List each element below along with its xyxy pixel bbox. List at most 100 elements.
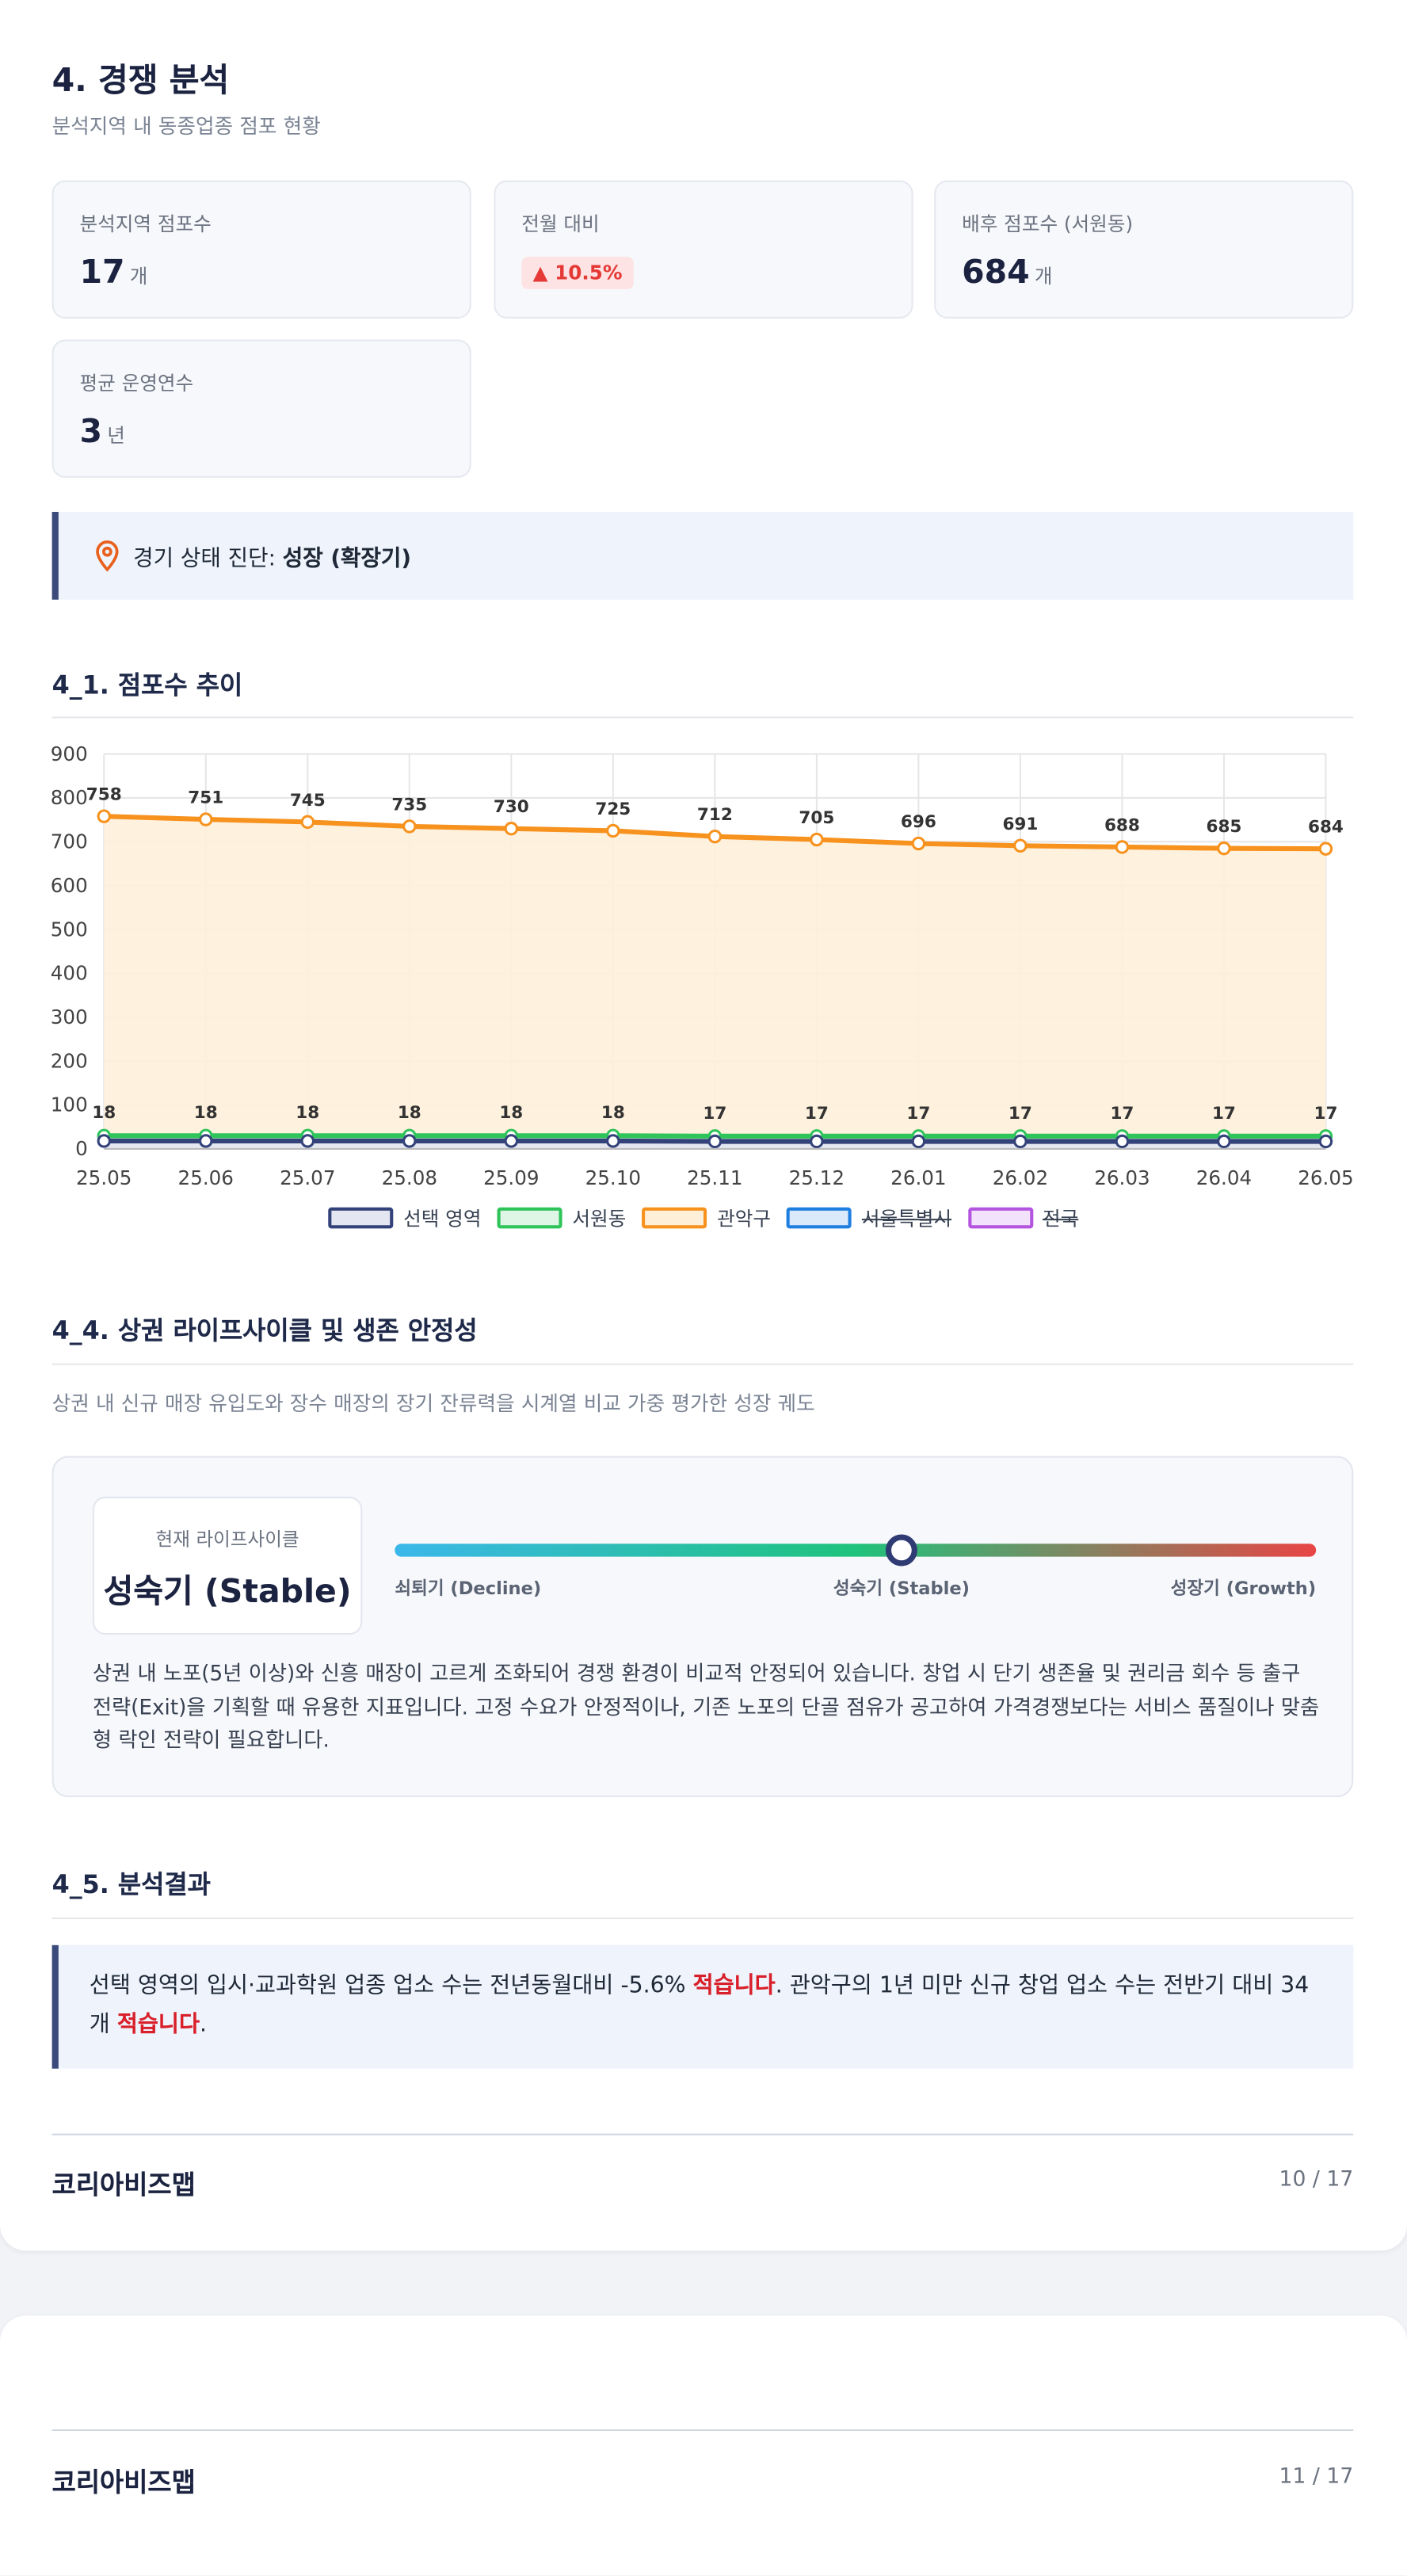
- data-label: 696: [901, 812, 936, 832]
- lifecycle-card: 현재 라이프사이클 성숙기 (Stable): [92, 1496, 363, 1635]
- data-label: 745: [290, 791, 326, 811]
- section-title: 4_5. 분석결과: [51, 1870, 211, 1900]
- data-label: 730: [494, 797, 529, 817]
- footer-rule: [51, 2429, 1354, 2431]
- up-icon: ▲: [532, 261, 555, 284]
- data-label: 17: [1009, 1104, 1032, 1124]
- pin-icon: [96, 540, 119, 572]
- data-label: 18: [398, 1103, 421, 1123]
- point: [402, 819, 417, 834]
- stat-unit: 개: [129, 265, 148, 288]
- data-label: 17: [906, 1104, 930, 1124]
- data-label: 685: [1206, 817, 1241, 837]
- point: [1217, 1134, 1231, 1149]
- result-box: 선택 영역의 입시·교과학원 업종 업소 수는 전년동월대비 -5.6% 적습니…: [51, 1944, 1354, 2069]
- page-number: 11 / 17: [1279, 2465, 1354, 2490]
- stat-value-box: 17 개: [79, 252, 147, 291]
- lifecycle-slider: 쇠퇴기 (Decline) 성숙기 (Stable) 성장기 (Growth): [395, 1534, 1317, 1599]
- legend-label: 서원동: [572, 1207, 627, 1231]
- stat-unit: 개: [1034, 265, 1053, 288]
- stat-label: 평균 운영연수: [79, 372, 194, 395]
- result-emphasis: 적습니다: [116, 2011, 200, 2038]
- result-text: .: [199, 2011, 207, 2038]
- x-tick-label: 25.10: [585, 1166, 641, 1189]
- slider-label: 쇠퇴기 (Decline): [395, 1578, 541, 1599]
- data-label: 17: [1314, 1104, 1337, 1124]
- lifecycle-label: 현재 라이프사이클: [155, 1527, 299, 1551]
- x-tick-label: 25.11: [687, 1166, 742, 1189]
- section-rule: [51, 716, 1354, 719]
- section-description: 상권 내 신규 매장 유입도와 장수 매장의 장기 잔류력을 시계열 비교 가중…: [51, 1391, 815, 1416]
- y-tick-label: 100: [51, 1093, 88, 1116]
- slider-marker: [885, 1534, 917, 1567]
- stat-value: 3: [79, 410, 103, 451]
- data-label: 725: [595, 800, 631, 819]
- page-number: 10 / 17: [1279, 2167, 1354, 2192]
- point: [1115, 840, 1130, 854]
- point: [97, 1134, 111, 1148]
- footer-brand: 코리아비즈맵: [51, 2169, 196, 2200]
- result-emphasis: 적습니다: [692, 1972, 776, 1999]
- point: [504, 1134, 519, 1148]
- data-label: 691: [1002, 815, 1038, 834]
- diagnosis-box: 경기 상태 진단: 성장 (확장기): [51, 512, 1354, 600]
- change-badge: ▲ 10.5%: [521, 257, 634, 290]
- point: [199, 1134, 213, 1148]
- point: [199, 812, 213, 826]
- result-text: 선택 영역의 입시·교과학원 업종 업소 수는 전년동월대비 -5.6%: [89, 1972, 693, 1999]
- point: [606, 823, 620, 838]
- slider-label: 성장기 (Growth): [1171, 1578, 1316, 1599]
- legend-label: 선택 영역: [403, 1207, 482, 1231]
- point: [1115, 1134, 1130, 1149]
- section-rule: [51, 1917, 1354, 1919]
- result-text: . 관악구의 1년 미만 신규 창업 업소 수는 전반기 대비 34개: [89, 1972, 1310, 2038]
- y-tick-label: 400: [51, 962, 88, 985]
- data-label: 18: [194, 1103, 218, 1123]
- y-tick-label: 300: [51, 1006, 88, 1028]
- point: [606, 1134, 620, 1148]
- point: [300, 1134, 315, 1148]
- change-value: 10.5%: [555, 261, 623, 284]
- point: [402, 1134, 417, 1148]
- data-label: 18: [499, 1103, 523, 1123]
- point: [707, 1134, 723, 1149]
- legend-swatch: [967, 1207, 1033, 1229]
- x-tick-label: 25.05: [76, 1166, 132, 1189]
- data-label: 684: [1308, 818, 1344, 838]
- x-tick-label: 26.03: [1094, 1166, 1150, 1189]
- legend-item: 관악구: [642, 1204, 771, 1232]
- x-tick-label: 25.08: [382, 1166, 437, 1189]
- x-tick-label: 26.01: [890, 1166, 946, 1189]
- stat-label: 전월 대비: [521, 212, 600, 236]
- diagnosis-label: 경기 상태 진단:: [133, 546, 276, 572]
- report-page: 4. 경쟁 분석 분석지역 내 동종업종 점포 현황 분석지역 점포수 17 개 …: [0, 0, 1407, 2251]
- section-rule: [51, 1363, 1354, 1365]
- legend-label: 관악구: [717, 1207, 772, 1231]
- x-tick-label: 25.07: [280, 1166, 335, 1189]
- diagnosis-text: 경기 상태 진단: 성장 (확장기): [133, 540, 411, 572]
- legend: 선택 영역 서원동 관악구 서울특별시 전국: [0, 1204, 1407, 1232]
- y-tick-label: 800: [51, 786, 88, 809]
- point: [300, 815, 315, 830]
- stat-card: 배후 점포수 (서원동) 684 개: [934, 180, 1354, 319]
- point: [1217, 841, 1231, 856]
- data-label: 18: [601, 1103, 625, 1123]
- stat-value: 684: [962, 251, 1030, 292]
- data-label: 17: [1110, 1104, 1134, 1124]
- stat-card: 전월 대비 ▲ 10.5%: [494, 180, 913, 319]
- data-label: 758: [86, 785, 122, 805]
- section-title: 4_1. 점포수 추이: [51, 670, 243, 700]
- data-label: 17: [805, 1104, 829, 1124]
- footer-rule: [51, 2133, 1354, 2135]
- point: [1318, 841, 1333, 856]
- stat-label: 배후 점포수 (서원동): [962, 212, 1134, 236]
- legend-item: 서울특별시: [787, 1204, 951, 1232]
- lifecycle-paragraph: 상권 내 노포(5년 이상)와 신흥 매장이 고르게 조화되어 경쟁 환경이 비…: [92, 1662, 1320, 1754]
- x-tick-label: 26.05: [1298, 1166, 1353, 1189]
- legend-swatch: [328, 1207, 394, 1229]
- data-label: 688: [1104, 815, 1140, 835]
